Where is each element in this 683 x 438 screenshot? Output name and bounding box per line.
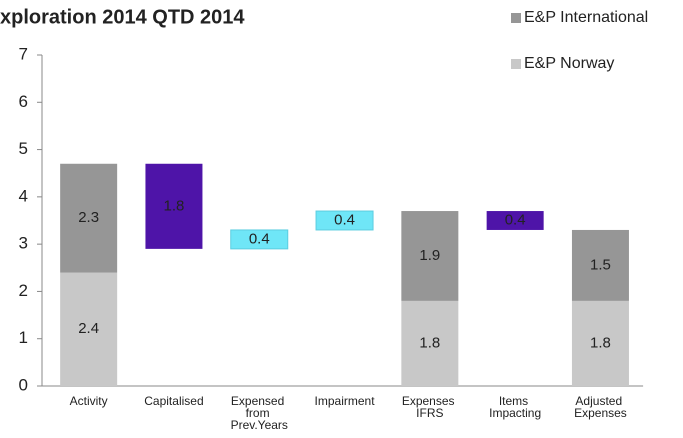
- data-label: 0.4: [249, 230, 270, 247]
- x-tick-label: Items Impacting: [489, 394, 541, 420]
- x-tick-line: Expenses: [402, 394, 458, 408]
- legend-label: E&P International: [524, 9, 648, 26]
- data-label: 1.8: [164, 197, 185, 214]
- x-tick-label: Expenses IFRS: [402, 394, 458, 420]
- x-tick-label: Expensed from Prev.Years: [231, 394, 288, 432]
- x-tick-label: Activity: [70, 394, 108, 408]
- y-tick-label: 0: [19, 375, 28, 394]
- waterfall-bar: [230, 229, 289, 250]
- y-tick-label: 6: [19, 92, 28, 111]
- x-tick-label: Capitalised: [144, 394, 203, 408]
- y-tick-label: 7: [19, 44, 28, 63]
- waterfall-bar: [315, 210, 374, 231]
- x-tick-line: Expenses: [574, 406, 627, 420]
- data-label: 1.8: [590, 334, 611, 351]
- x-tick-label: Adjusted Expenses: [574, 394, 627, 420]
- data-label: 2.3: [78, 209, 99, 226]
- bar-segment: [60, 272, 118, 386]
- x-tick-line: Impairment: [315, 394, 376, 408]
- data-label: 0.4: [505, 211, 526, 228]
- x-tick-line: Expensed: [231, 394, 288, 408]
- x-tick-line: Adjusted: [575, 394, 625, 408]
- y-tick-label: 1: [19, 328, 28, 347]
- legend-label: E&P Norway: [524, 55, 614, 72]
- x-tick-line: Capitalised: [144, 394, 203, 408]
- data-label: 0.4: [334, 211, 355, 228]
- bar-segment: [401, 211, 459, 301]
- waterfall-bar: [145, 163, 203, 249]
- x-tick-line: Impacting: [489, 406, 541, 420]
- x-tick-line: from: [246, 406, 273, 420]
- y-tick-label: 2: [19, 281, 28, 300]
- x-tick-label: Impairment: [315, 394, 376, 408]
- y-tick-label: 4: [19, 186, 28, 205]
- y-tick-label: 5: [19, 139, 28, 158]
- x-tick-line: Activity: [70, 394, 108, 408]
- bar-segment: [571, 229, 629, 301]
- bar-segment: [401, 300, 459, 386]
- data-label: 1.8: [419, 334, 440, 351]
- x-tick-line: Items: [499, 394, 532, 408]
- data-label: 2.4: [78, 320, 99, 337]
- y-tick-label: 3: [19, 234, 28, 253]
- legend-swatch: [511, 13, 521, 23]
- x-tick-line: Prev.Years: [231, 418, 288, 432]
- data-label: 1.5: [590, 256, 611, 273]
- data-label: 1.9: [419, 247, 440, 264]
- x-tick-line: IFRS: [416, 406, 443, 420]
- bar-segment: [60, 163, 118, 273]
- legend-swatch: [511, 59, 521, 69]
- chart-title: xploration 2014 QTD 2014: [0, 6, 245, 28]
- bar-segment: [571, 300, 629, 386]
- waterfall-bar: [486, 211, 544, 230]
